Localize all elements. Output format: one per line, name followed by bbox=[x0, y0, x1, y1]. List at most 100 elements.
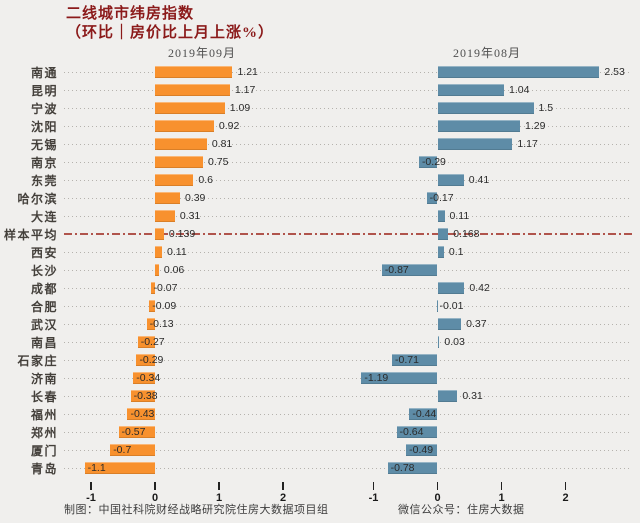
row-leader-line bbox=[64, 270, 632, 271]
x-axis-tick-mark bbox=[218, 482, 220, 490]
bar-value-label: 0.31 bbox=[462, 390, 483, 402]
row-label-city: 哈尔滨 bbox=[17, 192, 58, 206]
row-label-city: 长春 bbox=[30, 390, 58, 404]
row-label-city: 厦门 bbox=[30, 444, 58, 458]
bar-aug2019 bbox=[437, 102, 534, 114]
x-axis-tick-label: 0 bbox=[434, 492, 441, 504]
row-leader-line bbox=[64, 144, 632, 145]
bar-aug2019 bbox=[437, 390, 458, 402]
row-label-city: 郑州 bbox=[30, 426, 58, 440]
bar-sep2019 bbox=[155, 246, 163, 258]
x-axis-tick-mark bbox=[564, 482, 567, 490]
row-leader-line bbox=[64, 216, 632, 217]
bar-value-label: 0.06 bbox=[163, 264, 185, 276]
bar-value-label: 0.37 bbox=[466, 318, 487, 330]
row-leader-line bbox=[64, 396, 632, 397]
bar-value-label: -1.1 bbox=[87, 462, 106, 474]
wechat-account-credit: 微信公众号：住房大数据 bbox=[398, 504, 525, 516]
bar-sep2019 bbox=[110, 444, 155, 456]
bar-value-label: 2.53 bbox=[604, 66, 625, 78]
chart-title-line2: （环比｜房价比上月上涨%） bbox=[66, 25, 275, 41]
row-leader-line bbox=[64, 414, 632, 415]
bar-value-label: -0.13 bbox=[149, 318, 174, 330]
row-leader-line bbox=[64, 108, 632, 109]
bar-sep2019 bbox=[155, 228, 164, 240]
bar-sep2019 bbox=[136, 354, 155, 366]
bar-value-label: 1.21 bbox=[237, 66, 258, 78]
panel-header-september: 2019年09月 bbox=[167, 46, 236, 60]
row-leader-line bbox=[64, 378, 632, 379]
row-label-city: 石家庄 bbox=[17, 354, 58, 368]
panel-header-august: 2019年08月 bbox=[452, 46, 521, 60]
bar-value-label: 0.41 bbox=[468, 174, 490, 186]
bar-value-label: -0.09 bbox=[152, 300, 177, 312]
row-label-city: 无锡 bbox=[30, 138, 58, 152]
bar-aug2019 bbox=[437, 228, 449, 240]
bar-value-label: 0.1 bbox=[448, 246, 464, 258]
bar-sep2019 bbox=[137, 336, 155, 348]
bar-value-label: 0.6 bbox=[198, 174, 213, 186]
bar-aug2019 bbox=[418, 156, 438, 168]
x-axis-tick-label: -1 bbox=[86, 492, 96, 504]
bar-sep2019 bbox=[155, 210, 175, 222]
bar-value-label: -1.19 bbox=[364, 372, 389, 384]
row-label-city: 南通 bbox=[30, 66, 58, 80]
bar-aug2019 bbox=[406, 444, 438, 456]
row-leader-line bbox=[64, 180, 632, 181]
bar-aug2019 bbox=[437, 138, 513, 150]
bar-sep2019 bbox=[130, 390, 155, 402]
bar-sep2019 bbox=[155, 192, 180, 204]
bar-value-label: -0.71 bbox=[395, 354, 419, 366]
bar-value-label: 0.81 bbox=[211, 138, 233, 150]
bar-sep2019 bbox=[155, 102, 225, 114]
bar-value-label: -0.27 bbox=[140, 336, 165, 348]
x-axis-tick-label: 0 bbox=[151, 492, 159, 504]
row-leader-line bbox=[64, 288, 632, 289]
bar-sep2019 bbox=[155, 138, 207, 150]
x-axis-tick-mark bbox=[372, 482, 375, 490]
row-label-city: 济南 bbox=[30, 372, 58, 386]
row-label-city: 昆明 bbox=[30, 84, 58, 98]
bar-value-label: -0.44 bbox=[412, 408, 437, 420]
row-label-city: 南京 bbox=[30, 156, 58, 170]
row-leader-line bbox=[64, 450, 632, 451]
x-axis-tick-mark bbox=[282, 482, 284, 490]
bar-value-label: -0.57 bbox=[121, 426, 146, 438]
x-axis-tick-label: 1 bbox=[215, 492, 223, 504]
bar-sep2019 bbox=[155, 66, 233, 78]
bar-aug2019 bbox=[437, 336, 440, 348]
row-leader-line bbox=[64, 72, 632, 73]
bar-value-label: -0.7 bbox=[113, 444, 132, 456]
bar-aug2019 bbox=[361, 372, 438, 384]
row-label-city: 长沙 bbox=[30, 264, 58, 278]
bar-aug2019 bbox=[392, 354, 438, 366]
bar-aug2019 bbox=[396, 426, 438, 438]
row-leader-line bbox=[64, 342, 632, 343]
bar-aug2019 bbox=[437, 174, 464, 186]
bar-sep2019 bbox=[155, 120, 214, 132]
average-reference-line bbox=[64, 233, 632, 235]
chart-title: 二线城市纬房指数 （环比｜房价比上月上涨%） bbox=[66, 5, 274, 43]
bar-value-label: -0.43 bbox=[130, 408, 155, 420]
chart-title-line1: 二线城市纬房指数 bbox=[66, 6, 195, 22]
bar-value-label: 0.11 bbox=[167, 246, 187, 258]
x-axis-tick-mark bbox=[436, 482, 439, 490]
row-label-city: 沈阳 bbox=[30, 120, 58, 134]
bar-sep2019 bbox=[84, 462, 155, 474]
bar-sep2019 bbox=[155, 264, 159, 276]
bar-value-label: 0.42 bbox=[469, 282, 490, 294]
bar-value-label: 0.31 bbox=[179, 210, 201, 222]
row-label-city: 大连 bbox=[30, 210, 58, 224]
bar-value-label: -0.29 bbox=[139, 354, 164, 366]
row-leader-line bbox=[64, 126, 632, 127]
bar-sep2019 bbox=[155, 174, 194, 186]
bar-value-label: 0.03 bbox=[444, 336, 465, 348]
row-leader-line bbox=[64, 162, 632, 163]
row-label-city: 宁波 bbox=[30, 102, 58, 116]
bar-value-label: 0.11 bbox=[449, 210, 470, 222]
bar-value-label: -0.17 bbox=[429, 192, 454, 204]
bar-value-label: 1.17 bbox=[517, 138, 538, 150]
x-axis-tick-mark bbox=[500, 482, 503, 490]
bar-value-label: 1.09 bbox=[229, 102, 251, 114]
